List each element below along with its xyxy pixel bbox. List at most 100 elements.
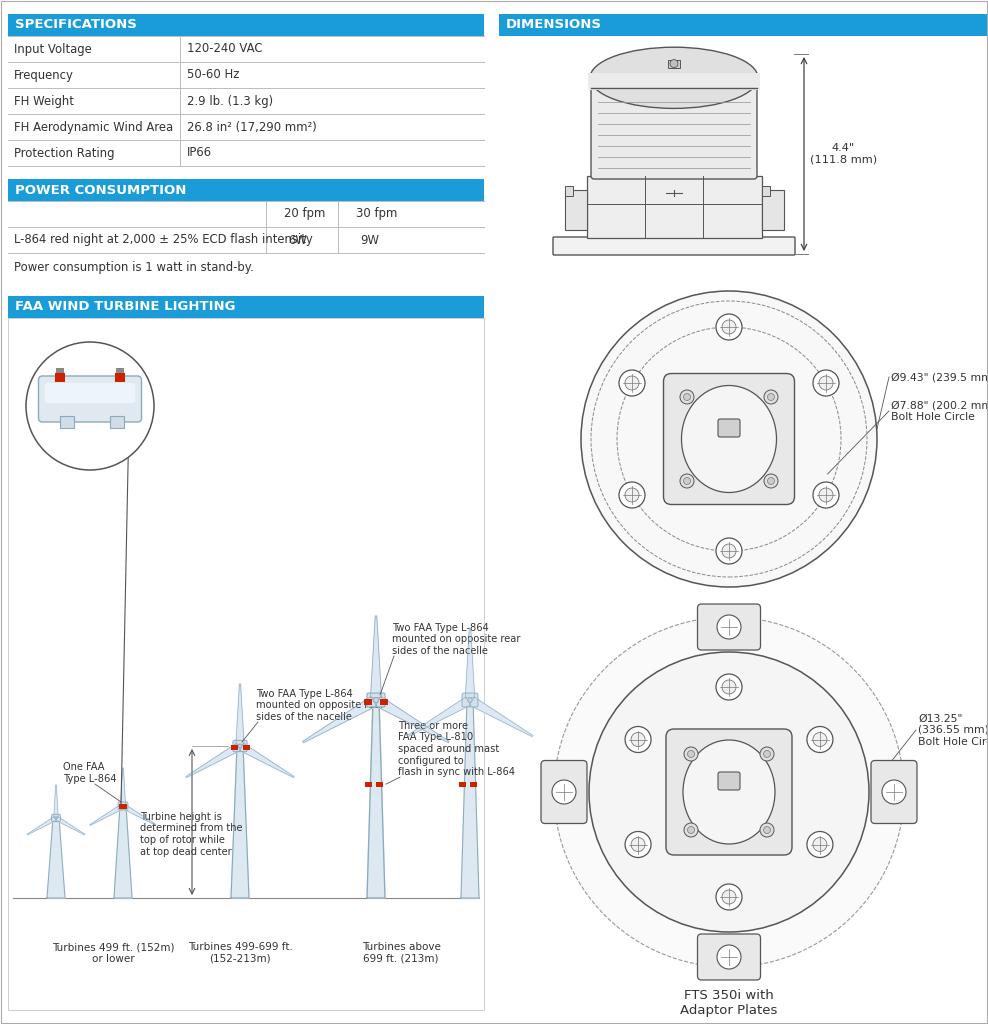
Ellipse shape [590,47,758,109]
Circle shape [684,477,691,484]
Bar [60,416,74,428]
Bar [458,782,465,787]
Text: Two FAA Type L-864
mounted on opposite rear
sides of the nacelle: Two FAA Type L-864 mounted on opposite r… [256,689,384,722]
Bar [8,296,484,318]
Text: L-864 red night at 2,000 ± 25% ECD flash intensity: L-864 red night at 2,000 ± 25% ECD flash… [14,233,313,247]
Text: 2.9 lb. (1.3 kg): 2.9 lb. (1.3 kg) [187,94,273,108]
Circle shape [813,482,839,508]
Circle shape [122,805,124,807]
Circle shape [26,342,154,470]
Circle shape [554,617,904,967]
Polygon shape [114,806,132,898]
Polygon shape [47,818,65,898]
Bar [115,373,125,382]
Bar [116,368,124,373]
Bar [762,190,783,230]
Circle shape [813,370,839,396]
Polygon shape [54,785,58,817]
Polygon shape [375,696,450,742]
Circle shape [807,726,833,753]
Bar [364,699,372,705]
Polygon shape [407,697,470,736]
Text: FTS 350i with
Adaptor Plates: FTS 350i with Adaptor Plates [681,989,778,1017]
Circle shape [813,838,827,852]
Circle shape [768,477,775,484]
Text: Two FAA Type L-864
mounted on opposite rear
sides of the nacelle: Two FAA Type L-864 mounted on opposite r… [392,623,521,656]
Bar [8,14,484,36]
Circle shape [688,751,695,758]
Circle shape [764,751,771,758]
FancyBboxPatch shape [591,85,757,179]
Text: Ø9.43" (239.5 mm): Ø9.43" (239.5 mm) [891,372,988,382]
Bar [56,368,64,373]
Circle shape [238,744,242,748]
Circle shape [581,291,877,587]
Polygon shape [303,696,376,742]
Circle shape [716,884,742,910]
FancyBboxPatch shape [233,740,247,752]
Circle shape [716,314,742,340]
Text: SPECIFICATIONS: SPECIFICATIONS [15,18,137,32]
Bar [375,782,382,787]
Text: 4.4"
(111.8 mm): 4.4" (111.8 mm) [810,143,877,165]
Circle shape [680,390,694,404]
Circle shape [717,615,741,639]
Text: Protection Rating: Protection Rating [14,146,115,160]
Circle shape [684,823,698,837]
Polygon shape [236,684,244,744]
FancyBboxPatch shape [698,604,761,650]
Circle shape [722,544,736,558]
Circle shape [813,732,827,746]
Text: 6W: 6W [288,233,307,247]
FancyBboxPatch shape [462,693,478,707]
FancyBboxPatch shape [718,419,740,437]
Bar [55,373,65,382]
Bar [230,745,237,750]
FancyBboxPatch shape [51,814,60,821]
Bar [110,416,124,428]
Bar [365,782,371,787]
Bar [588,73,760,90]
Polygon shape [469,697,533,736]
FancyBboxPatch shape [541,761,587,823]
Ellipse shape [682,385,777,493]
Circle shape [631,838,645,852]
FancyBboxPatch shape [666,729,792,855]
Polygon shape [123,805,156,825]
Circle shape [625,831,651,857]
Bar [499,14,988,36]
Bar [587,176,762,238]
Circle shape [670,59,678,68]
Polygon shape [231,746,249,898]
Circle shape [631,732,645,746]
Text: 20 fpm: 20 fpm [284,208,325,220]
FancyBboxPatch shape [698,934,761,980]
Text: Power consumption is 1 watt in stand-by.: Power consumption is 1 watt in stand-by. [14,261,254,274]
Circle shape [619,482,645,508]
Circle shape [625,488,639,502]
Text: FH Weight: FH Weight [14,94,74,108]
Text: Input Voltage: Input Voltage [14,43,92,55]
Circle shape [717,945,741,969]
Text: 26.8 in² (17,290 mm²): 26.8 in² (17,290 mm²) [187,121,317,133]
Circle shape [764,390,778,404]
Circle shape [760,823,774,837]
Bar [380,699,388,705]
Text: 50-60 Hz: 50-60 Hz [187,69,239,82]
Circle shape [625,376,639,390]
Circle shape [552,780,576,804]
Circle shape [684,393,691,400]
Circle shape [760,746,774,761]
Text: DIMENSIONS: DIMENSIONS [506,18,602,32]
Circle shape [764,474,778,488]
FancyBboxPatch shape [871,761,917,823]
Text: 9W: 9W [360,233,379,247]
Circle shape [468,697,472,702]
Text: IP66: IP66 [187,146,212,160]
Text: POWER CONSUMPTION: POWER CONSUMPTION [15,183,187,197]
Bar [668,59,680,68]
Polygon shape [240,743,294,777]
Circle shape [688,826,695,834]
Circle shape [764,826,771,834]
Text: Turbine height is
determined from the
top of rotor while
at top dead center: Turbine height is determined from the to… [140,812,242,856]
